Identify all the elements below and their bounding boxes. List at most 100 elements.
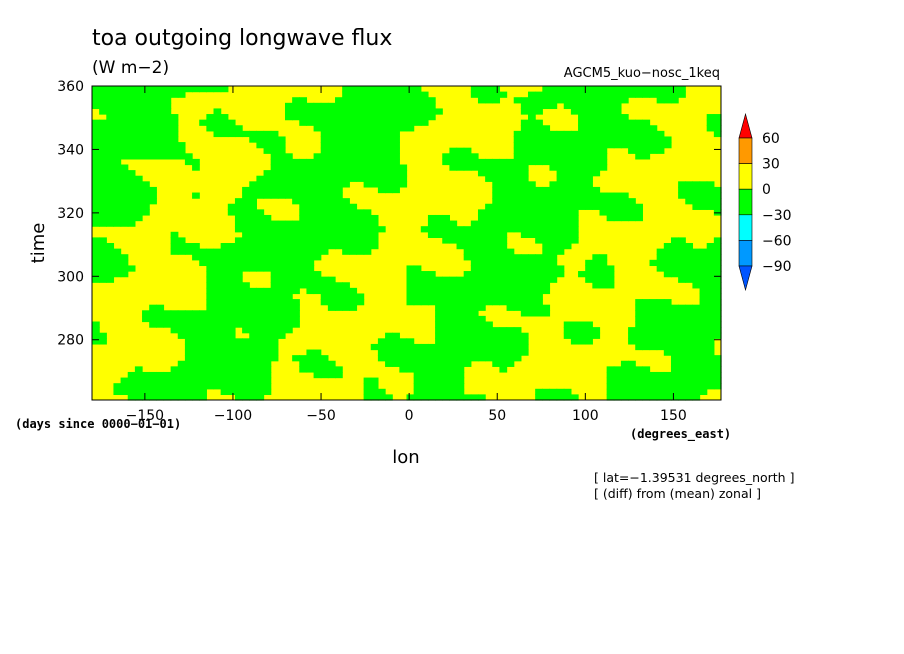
heatmap-cell bbox=[492, 198, 501, 205]
heatmap-cell bbox=[363, 114, 372, 121]
heatmap-cell bbox=[606, 136, 615, 143]
heatmap-cell bbox=[292, 282, 300, 289]
heatmap-cell bbox=[392, 142, 400, 149]
heatmap-cell bbox=[134, 136, 143, 143]
colorbar-label: 60 bbox=[762, 131, 780, 147]
heatmap-cell bbox=[435, 315, 443, 323]
heatmap-cell bbox=[585, 153, 593, 160]
heatmap-cell bbox=[99, 265, 107, 272]
heatmap-cell bbox=[170, 388, 179, 395]
heatmap-cell bbox=[549, 142, 558, 149]
heatmap-cell bbox=[377, 158, 386, 166]
y-axis-label: time bbox=[28, 223, 49, 264]
heatmap-cell bbox=[184, 388, 193, 395]
heatmap-cell bbox=[485, 343, 493, 351]
heatmap-cell bbox=[284, 293, 293, 300]
heatmap-cell bbox=[427, 220, 436, 227]
heatmap-cell bbox=[449, 394, 458, 401]
heatmap-cell bbox=[463, 315, 472, 323]
heatmap-cell bbox=[463, 327, 472, 334]
heatmap-cell bbox=[327, 164, 336, 171]
heatmap-cell bbox=[442, 226, 450, 233]
heatmap-cell bbox=[385, 119, 393, 126]
heatmap-cell bbox=[249, 254, 257, 261]
heatmap-cell bbox=[206, 114, 215, 121]
heatmap-cell bbox=[456, 164, 465, 171]
heatmap-cell bbox=[406, 125, 415, 132]
heatmap-cell bbox=[349, 136, 358, 143]
heatmap-cell bbox=[713, 186, 722, 194]
heatmap-cell bbox=[528, 287, 536, 295]
heatmap-cell bbox=[306, 231, 315, 238]
heatmap-cell bbox=[449, 293, 458, 300]
heatmap-cell bbox=[120, 153, 129, 160]
heatmap-cell bbox=[506, 282, 515, 289]
heatmap-cell bbox=[420, 287, 429, 295]
heatmap-cell bbox=[470, 248, 479, 255]
heatmap-cell bbox=[192, 164, 200, 171]
heatmap-cell bbox=[335, 130, 343, 138]
heatmap-cell bbox=[542, 231, 551, 238]
heatmap-cell bbox=[335, 136, 343, 143]
heatmap-cell bbox=[570, 102, 579, 110]
heatmap-cell bbox=[192, 332, 200, 339]
heatmap-cell bbox=[477, 299, 486, 306]
heatmap-cell bbox=[92, 332, 100, 339]
heatmap-cell bbox=[327, 125, 336, 132]
heatmap-cell bbox=[470, 355, 479, 362]
heatmap-cell bbox=[477, 220, 486, 227]
heatmap-cell bbox=[306, 237, 315, 244]
heatmap-cell bbox=[92, 254, 100, 261]
heatmap-cell bbox=[342, 153, 350, 160]
heatmap-cell bbox=[234, 394, 243, 401]
heatmap-cell bbox=[392, 147, 400, 154]
heatmap-cell bbox=[556, 186, 565, 194]
heatmap-cell bbox=[663, 86, 672, 93]
heatmap-cell bbox=[585, 125, 593, 132]
heatmap-cell bbox=[249, 259, 257, 267]
heatmap-cell bbox=[327, 170, 336, 177]
heatmap-cell bbox=[170, 119, 179, 126]
heatmap-cell bbox=[656, 388, 665, 395]
heatmap-cell bbox=[585, 198, 593, 205]
heatmap-cell bbox=[406, 114, 415, 121]
heatmap-cell bbox=[127, 181, 136, 188]
annotation-lat: [ lat=−1.39531 degrees_north ] bbox=[594, 470, 794, 485]
heatmap-cell bbox=[485, 220, 493, 227]
heatmap-cell bbox=[284, 226, 293, 233]
heatmap-cell bbox=[535, 102, 543, 110]
heatmap-cell bbox=[506, 214, 515, 222]
heatmap-cell bbox=[284, 259, 293, 267]
heatmap-cell bbox=[570, 214, 579, 222]
heatmap-cell bbox=[635, 388, 643, 395]
heatmap-cell bbox=[120, 108, 129, 115]
heatmap-cell bbox=[142, 130, 150, 138]
heatmap-cell bbox=[642, 327, 651, 334]
heatmap-cell bbox=[542, 153, 551, 160]
heatmap-cell bbox=[199, 343, 207, 351]
heatmap-cell bbox=[470, 259, 479, 267]
heatmap-cell bbox=[556, 226, 565, 233]
heatmap-cell bbox=[435, 343, 443, 351]
heatmap-cell bbox=[177, 243, 186, 250]
heatmap-cell bbox=[678, 377, 686, 384]
heatmap-cell bbox=[570, 327, 579, 334]
heatmap-cell bbox=[184, 315, 193, 323]
heatmap-cell bbox=[477, 254, 486, 261]
heatmap-cell bbox=[134, 175, 143, 182]
heatmap-cell bbox=[520, 338, 529, 345]
heatmap-cell bbox=[535, 394, 543, 401]
heatmap-cell bbox=[256, 321, 265, 328]
heatmap-cell bbox=[670, 321, 679, 328]
colorbar-label: 30 bbox=[762, 157, 780, 173]
heatmap-cell bbox=[234, 343, 243, 351]
heatmap-cell bbox=[663, 338, 672, 345]
heatmap-cell bbox=[270, 181, 279, 188]
heatmap-cell bbox=[649, 383, 658, 390]
heatmap-cell bbox=[256, 142, 265, 149]
heatmap-cell bbox=[213, 327, 222, 334]
heatmap-cell bbox=[349, 231, 358, 238]
heatmap-cell bbox=[184, 355, 193, 362]
heatmap-cell bbox=[485, 259, 493, 267]
heatmap-cell bbox=[120, 192, 129, 199]
